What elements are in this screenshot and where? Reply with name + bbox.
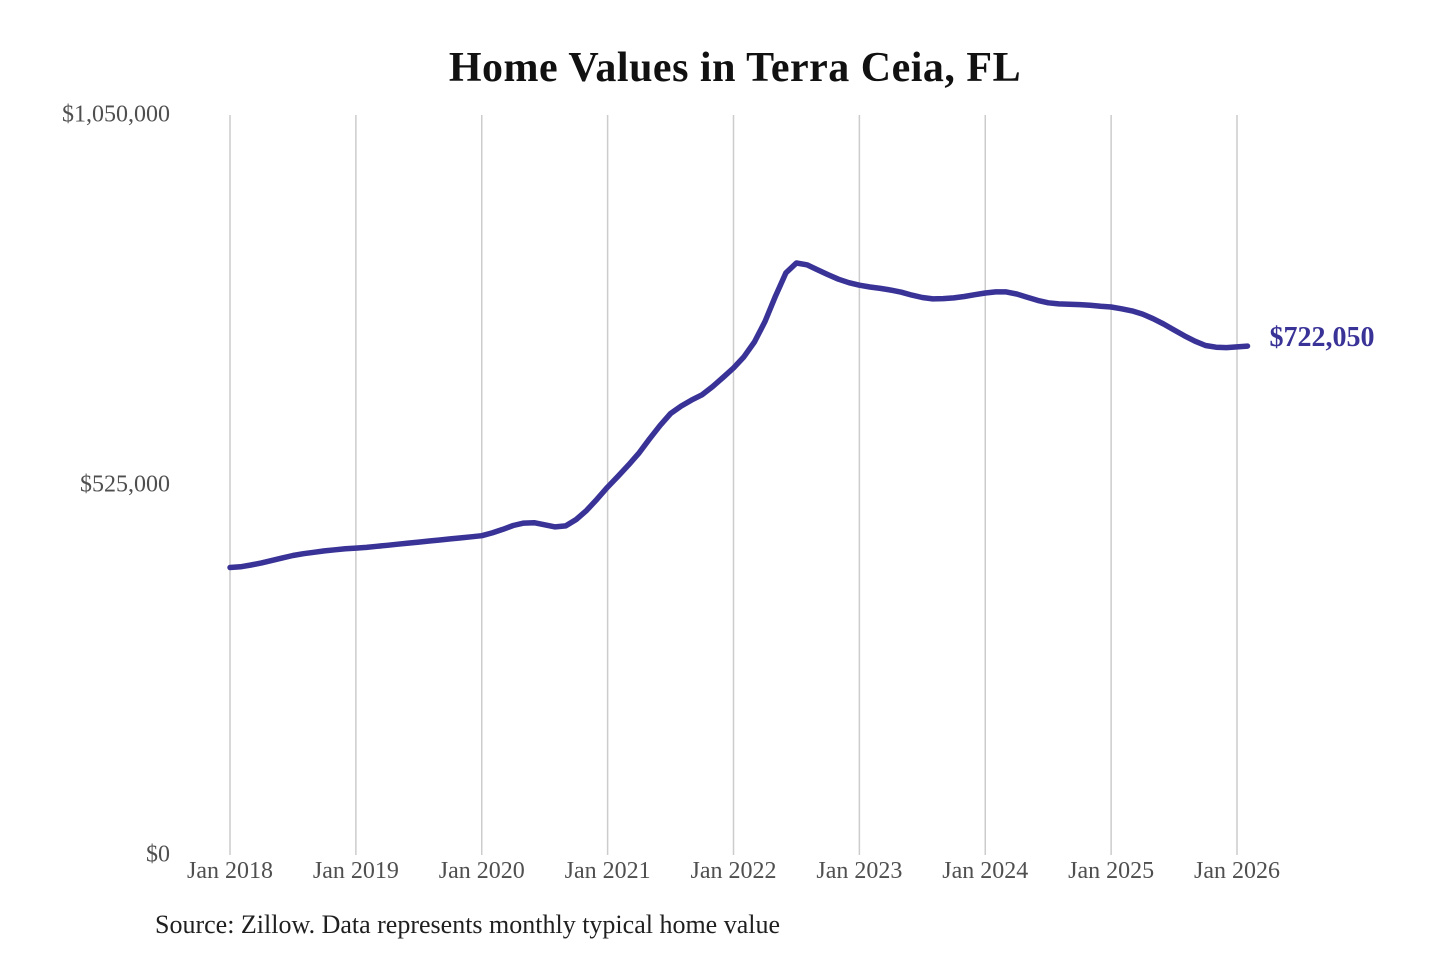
x-axis-tick-label: Jan 2024 xyxy=(942,858,1029,884)
y-axis-tick-label: $525,000 xyxy=(80,471,170,498)
latest-value-annotation: $722,050 xyxy=(1269,322,1375,354)
chart-title: Home Values in Terra Ceia, FL xyxy=(448,45,1022,91)
x-axis-tick-label: Jan 2023 xyxy=(816,858,903,884)
x-axis-tick-label: Jan 2025 xyxy=(1068,858,1155,884)
x-axis-tick-label: Jan 2020 xyxy=(438,858,525,884)
x-axis-tick-label: Jan 2021 xyxy=(564,858,651,884)
x-axis-tick-label: Jan 2018 xyxy=(187,858,273,884)
x-axis-tick-label: Jan 2022 xyxy=(690,858,777,884)
home-value-line xyxy=(227,260,1251,571)
x-axis-tick-label: Jan 2019 xyxy=(312,858,399,884)
source-note: Source: Zillow. Data represents monthly … xyxy=(155,910,781,939)
y-axis-tick-label: $1,050,000 xyxy=(62,101,170,128)
y-axis-tick-label: $0 xyxy=(146,841,170,868)
x-axis-tick-label: Jan 2026 xyxy=(1194,858,1280,884)
